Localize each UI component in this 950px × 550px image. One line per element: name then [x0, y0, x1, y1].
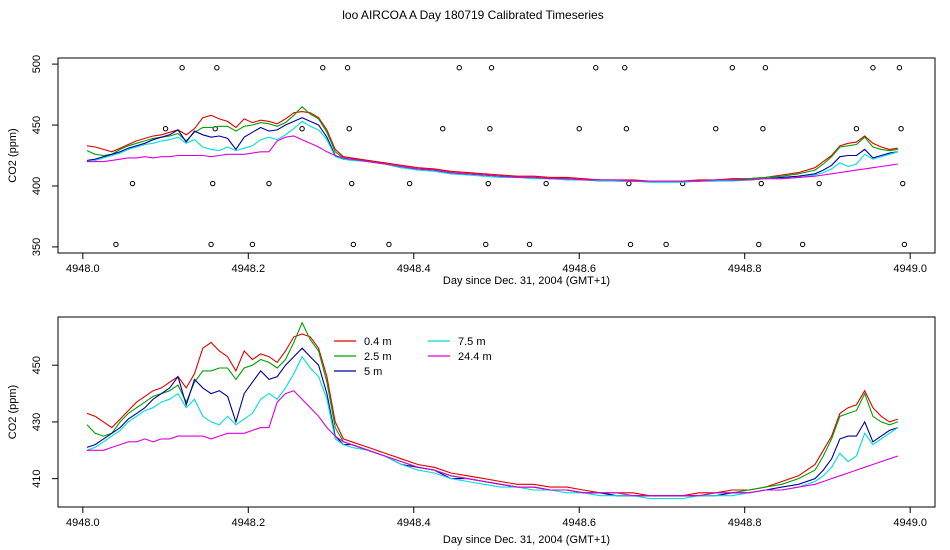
x-tick-label: 4948.4: [397, 263, 431, 275]
x-tick-label: 4948.0: [66, 517, 100, 529]
x-axis-title: Day since Dec. 31, 2004 (GMT+1): [443, 534, 610, 546]
flag-point: [214, 65, 220, 71]
series-line-24-4-m: [87, 135, 898, 182]
flag-point: [208, 241, 214, 248]
series-line-0-4-m: [86, 111, 898, 182]
series-line-7-5-m: [86, 355, 899, 500]
flag-point: [900, 180, 906, 187]
plot-area: [86, 65, 908, 248]
flag-point: [406, 180, 413, 187]
plot-frame-1: [57, 316, 936, 508]
flag-point: [266, 180, 272, 187]
flag-point: [758, 180, 764, 187]
x-tick-label: 4948.8: [728, 263, 762, 275]
series-line-2-5-m: [86, 106, 898, 182]
bottom-panel: 4948.0 4948.2 4948.4 4948.6 4948.8 4949.0 410 4…: [7, 316, 936, 546]
flag-point: [626, 180, 632, 187]
flag-point: [456, 65, 462, 71]
flag-point: [901, 241, 908, 248]
flag-point: [760, 125, 766, 132]
flag-point: [627, 241, 634, 248]
flag-point: [349, 180, 355, 187]
flag-point: [853, 125, 860, 132]
x-tick-label: 4949.0: [893, 263, 927, 275]
x-tick-label: 4949.0: [893, 517, 927, 529]
series-line-0-4-m: [86, 333, 898, 497]
x-tick-label: 4948.4: [397, 517, 431, 529]
y-tick-label: 400: [31, 177, 43, 195]
y-axis-title: CO2 (ppm): [7, 128, 19, 182]
flag-point: [487, 125, 493, 132]
flag-point: [210, 180, 216, 187]
flag-point: [344, 65, 351, 71]
legend: 0.4 m 2.5 m 5 m 7.5 m 24.4 m: [334, 336, 492, 378]
plot-area: [86, 321, 899, 500]
flag-point: [249, 241, 256, 248]
top-panel: 4948.0 4948.2 4948.4 4948.6 4948.8 4949.0 350 4…: [7, 55, 936, 287]
legend-label-24-4-m: 24.4 m: [458, 351, 492, 363]
chart-title: loo AIRCOA A Day 180719 Calibrated Times…: [342, 8, 603, 22]
y-tick-label: 430: [31, 413, 43, 431]
flag-point: [762, 65, 769, 71]
flag-point: [576, 125, 582, 132]
flag-point: [485, 180, 491, 187]
flag-point: [346, 125, 352, 132]
series-line-24-4-m: [87, 390, 898, 497]
flag-point: [898, 125, 904, 132]
x-tick-label: 4948.0: [66, 263, 100, 275]
series-line-2-5-m: [86, 321, 898, 497]
x-tick-label: 4948.8: [728, 517, 762, 529]
flag-point: [179, 65, 185, 71]
flag-point: [320, 65, 326, 71]
x-tick-label: 4948.2: [231, 517, 265, 529]
legend-label-0-4-m: 0.4 m: [364, 336, 392, 348]
flag-point: [713, 125, 719, 132]
x-tick-label: 4948.6: [562, 263, 596, 275]
legend-label-2-5-m: 2.5 m: [364, 351, 392, 363]
flag-point: [816, 180, 822, 187]
y-tick-label: 410: [31, 469, 43, 487]
legend-label-5-m: 5 m: [364, 366, 382, 378]
flag-point: [526, 241, 533, 248]
flag-point: [350, 241, 357, 248]
flag-point: [543, 180, 549, 187]
flag-point: [622, 65, 628, 71]
x-axis-title: Day since Dec. 31, 2004 (GMT+1): [443, 275, 610, 287]
flag-point: [488, 65, 495, 71]
flag-point: [799, 241, 806, 248]
y-tick-label: 500: [31, 55, 43, 73]
flag-point: [729, 65, 735, 71]
y-tick-label: 450: [31, 116, 43, 134]
legend-label-7-5-m: 7.5 m: [458, 336, 486, 348]
flag-point: [129, 180, 136, 187]
x-tick-label: 4948.2: [231, 263, 265, 275]
flag-point: [870, 65, 876, 71]
y-axis-title: CO2 (ppm): [7, 385, 19, 439]
y-tick-label: 450: [31, 356, 43, 374]
flag-point: [896, 65, 903, 71]
flag-point: [386, 241, 392, 248]
flag-point: [162, 125, 169, 132]
y-tick-label: 350: [31, 238, 43, 256]
flag-point: [663, 241, 669, 248]
x-tick-label: 4948.6: [562, 517, 596, 529]
flag-point: [483, 241, 489, 248]
flag-point: [440, 125, 446, 132]
flag-point: [593, 65, 599, 71]
flag-point: [756, 241, 762, 248]
series-line-7-5-m: [86, 120, 898, 183]
flag-point: [113, 241, 119, 248]
flag-point: [623, 125, 630, 132]
flag-point: [299, 125, 305, 132]
plot-frame-0: [57, 57, 936, 254]
series-line-5-m: [86, 347, 898, 497]
